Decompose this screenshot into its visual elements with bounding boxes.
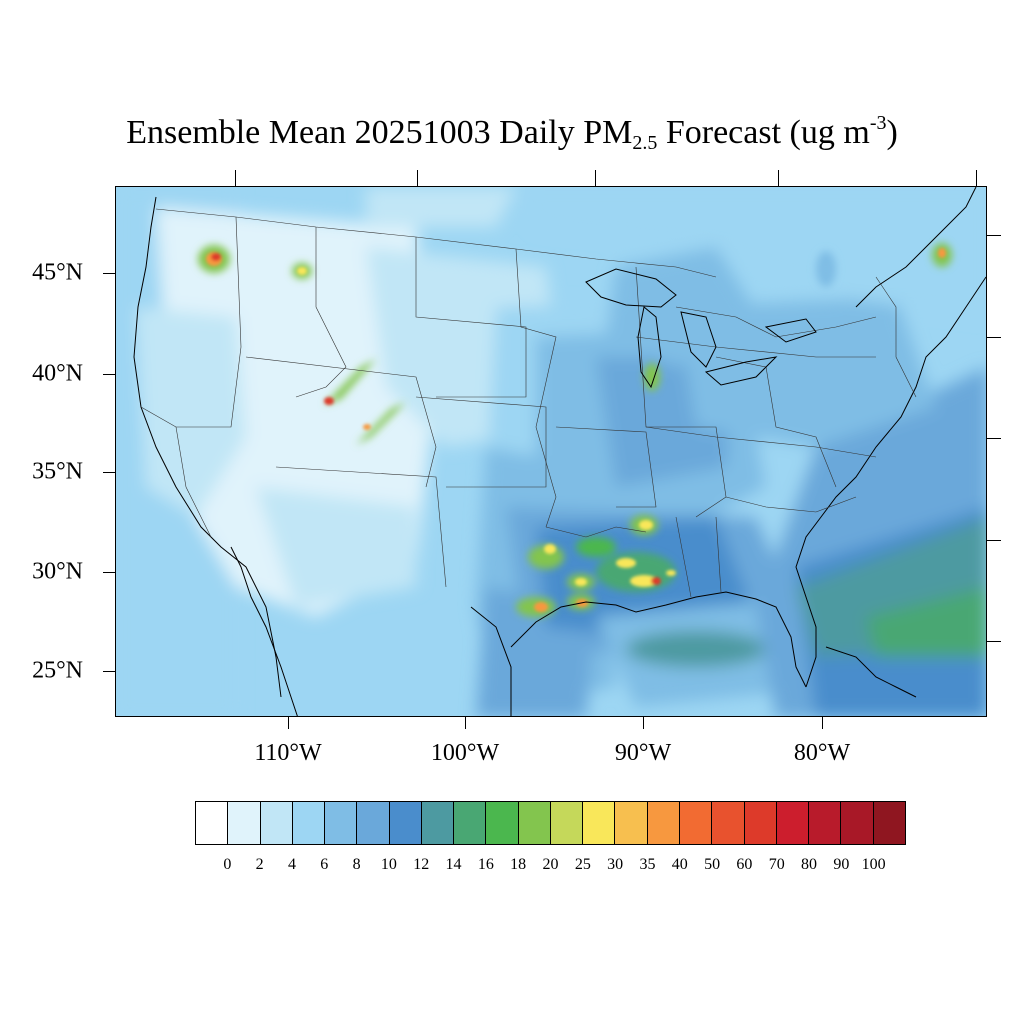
map-title: Ensemble Mean 20251003 Daily PM2.5 Forec… — [0, 112, 1024, 155]
legend-swatch — [389, 802, 422, 844]
legend-label: 90 — [833, 856, 850, 873]
lon-label-90w: 90°W — [614, 740, 672, 766]
lat-label-45: 45°N — [32, 259, 83, 286]
right-tick — [987, 540, 1001, 541]
legend-swatch — [357, 802, 390, 844]
legend-label: 35 — [639, 856, 656, 873]
lat-tick — [103, 572, 115, 573]
lat-label-35: 35°N — [32, 458, 83, 485]
legend-label: 100 — [861, 856, 886, 873]
lon-tick — [465, 717, 466, 729]
title-superscript: -3 — [869, 112, 887, 134]
lat-tick — [103, 671, 115, 672]
lat-label-25: 25°N — [32, 657, 83, 684]
legend-swatch — [518, 802, 551, 844]
legend-swatch — [550, 802, 584, 844]
great-lakes — [585, 268, 817, 389]
legend-label: 14 — [445, 856, 462, 873]
legend-swatch — [647, 802, 680, 844]
legend-swatch — [292, 802, 326, 844]
lon-tick — [288, 717, 289, 729]
legend-label: 10 — [380, 856, 397, 873]
lat-label-30: 30°N — [32, 558, 83, 585]
lon-tick — [822, 717, 823, 729]
legend-label: 70 — [768, 856, 785, 873]
coastlines — [133, 187, 986, 716]
legend-swatch — [841, 802, 874, 844]
legend-swatch — [486, 802, 519, 844]
legend-label: 80 — [801, 856, 818, 873]
peak-hotspots — [206, 248, 946, 612]
legend-swatch — [776, 802, 810, 844]
legend-swatch — [228, 802, 261, 844]
lat-tick — [103, 273, 115, 274]
top-tick — [235, 170, 236, 186]
top-tick — [976, 170, 977, 186]
legend-swatch — [679, 802, 713, 844]
legend-label: 30 — [607, 856, 624, 873]
legend-label: 60 — [736, 856, 753, 873]
legend-label: 6 — [320, 856, 329, 873]
legend-label: 12 — [413, 856, 430, 873]
right-tick — [987, 235, 1001, 236]
title-prefix: Ensemble Mean 20251003 Daily PM — [126, 114, 633, 151]
legend-swatch — [260, 802, 293, 844]
legend-swatch — [873, 802, 905, 844]
lat-tick — [103, 374, 115, 375]
right-tick — [987, 438, 1001, 439]
legend-swatch — [325, 802, 358, 844]
lat-tick — [103, 472, 115, 473]
pm25-map — [116, 187, 986, 716]
legend-swatch — [583, 802, 616, 844]
legend-label: 8 — [352, 856, 361, 873]
legend-swatch — [744, 802, 777, 844]
lon-label-110w: 110°W — [254, 740, 322, 766]
legend-label: 4 — [287, 856, 296, 873]
legend-swatch — [809, 802, 842, 844]
title-subscript: 2.5 — [632, 132, 658, 154]
legend-label: 40 — [671, 856, 688, 873]
legend-label: 2 — [255, 856, 264, 873]
legend-label: 25 — [574, 856, 591, 873]
map-panel — [115, 186, 987, 717]
color-legend — [195, 801, 906, 845]
legend-label: 0 — [223, 856, 232, 873]
title-suffix: ) — [886, 114, 898, 151]
legend-label: 20 — [542, 856, 559, 873]
right-tick — [987, 641, 1001, 642]
right-tick — [987, 337, 1001, 338]
political-boundaries — [140, 208, 917, 598]
legend-label: 18 — [510, 856, 527, 873]
title-mid: Forecast (ug m — [657, 114, 870, 151]
lat-label-40: 40°N — [32, 360, 83, 387]
legend-swatch — [712, 802, 745, 844]
legend-label: 16 — [477, 856, 494, 873]
top-tick — [595, 170, 596, 186]
legend-swatch — [196, 802, 229, 844]
legend-swatch — [454, 802, 487, 844]
top-tick — [417, 170, 418, 186]
lon-label-100w: 100°W — [430, 740, 500, 766]
top-tick — [778, 170, 779, 186]
lon-label-80w: 80°W — [793, 740, 851, 766]
lon-tick — [643, 717, 644, 729]
legend-label: 50 — [704, 856, 721, 873]
legend-swatch — [615, 802, 648, 844]
legend-swatch — [421, 802, 455, 844]
